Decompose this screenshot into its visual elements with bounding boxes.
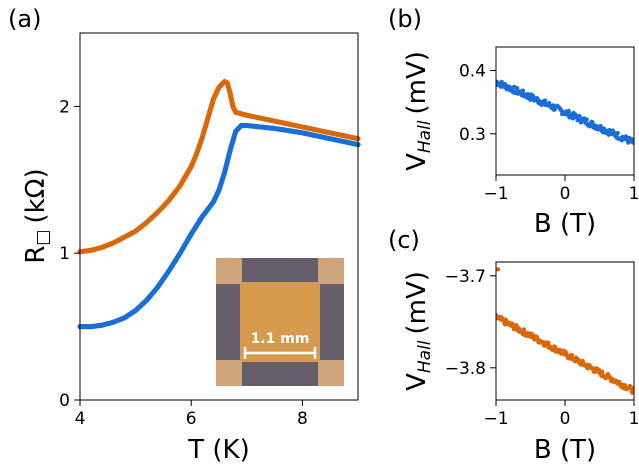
inset-scale-label: 1.1 mm bbox=[251, 331, 310, 347]
data-point-blue bbox=[566, 108, 571, 114]
panel-b-data-markers bbox=[496, 79, 634, 145]
panel-b-ylabel: VHall(mV) bbox=[402, 51, 435, 171]
y-tick-label: 2 bbox=[59, 97, 70, 117]
x-tick-label: 0 bbox=[560, 184, 571, 204]
panel-label-c: (c) bbox=[388, 226, 420, 254]
x-tick-label: 8 bbox=[297, 409, 308, 429]
data-point-blue bbox=[584, 117, 589, 122]
panel-c-xlabel: B (T) bbox=[534, 435, 596, 465]
data-point-blue bbox=[577, 113, 582, 119]
panel-a: (a) 1.1 mm 4 6 8 0 1 2 T (K) R□(kΩ) bbox=[8, 5, 361, 465]
y-tick-label: 0.4 bbox=[459, 61, 486, 81]
data-point-blue bbox=[615, 130, 620, 136]
inset-contact-pad-tr bbox=[318, 258, 344, 284]
data-point-orange bbox=[631, 385, 634, 391]
data-point-orange bbox=[599, 369, 605, 374]
inset-contact-pad-tl bbox=[216, 258, 242, 284]
panel-a-ticks: 4 6 8 0 1 2 bbox=[59, 97, 308, 429]
panel-label-b: (b) bbox=[388, 5, 422, 33]
panel-label-a: (a) bbox=[8, 5, 41, 33]
x-tick-label: 6 bbox=[186, 409, 197, 429]
panel-c: (c) −1 0 1 −3.7 −3.8 B (T) VHall(mV) bbox=[388, 226, 639, 465]
data-point-orange bbox=[569, 352, 575, 358]
panel-a-ylabel: R□(kΩ) bbox=[21, 168, 53, 263]
x-tick-label: −1 bbox=[483, 184, 508, 204]
y-tick-label: 0.3 bbox=[459, 125, 486, 145]
inset-film bbox=[240, 282, 320, 362]
panel-a-frame bbox=[79, 32, 359, 401]
panel-c-ylabel: VHall(mV) bbox=[402, 271, 435, 391]
panel-b-ticks: −1 0 1 0.3 0.4 bbox=[459, 61, 639, 204]
y-tick-label: 0 bbox=[59, 391, 70, 411]
panel-c-data-markers bbox=[496, 267, 634, 395]
x-tick-label: 1 bbox=[629, 184, 639, 204]
x-tick-label: −1 bbox=[483, 409, 508, 429]
inset-contact-pad-br bbox=[318, 360, 344, 386]
data-point-blue bbox=[515, 86, 520, 91]
panel-b-xlabel: B (T) bbox=[534, 209, 596, 239]
x-tick-label: 4 bbox=[75, 409, 86, 429]
panel-a-data-markers bbox=[77, 78, 361, 330]
y-tick-label: −3.7 bbox=[445, 267, 486, 287]
panel-a-xlabel: T (K) bbox=[187, 435, 249, 465]
inset-contact-pad-bl bbox=[216, 360, 242, 386]
y-tick-label: −3.8 bbox=[445, 359, 486, 379]
x-tick-label: 0 bbox=[560, 409, 571, 429]
data-point-blue bbox=[520, 88, 526, 93]
sample-photo-inset: 1.1 mm bbox=[216, 258, 344, 386]
data-point-blue bbox=[542, 98, 548, 103]
panel-c-ticks: −1 0 1 −3.7 −3.8 bbox=[445, 267, 639, 429]
data-point-blue bbox=[598, 123, 603, 129]
data-point-orange bbox=[622, 383, 628, 388]
data-point-blue bbox=[631, 137, 634, 142]
panel-b: (b) −1 0 1 0.3 0.4 B (T) VHall(mV) bbox=[388, 5, 639, 239]
data-point-outlier bbox=[496, 267, 501, 272]
x-tick-label: 1 bbox=[629, 409, 639, 429]
data-point-orange bbox=[546, 340, 551, 346]
y-tick-label: 1 bbox=[59, 244, 70, 264]
data-point-orange bbox=[630, 390, 634, 395]
